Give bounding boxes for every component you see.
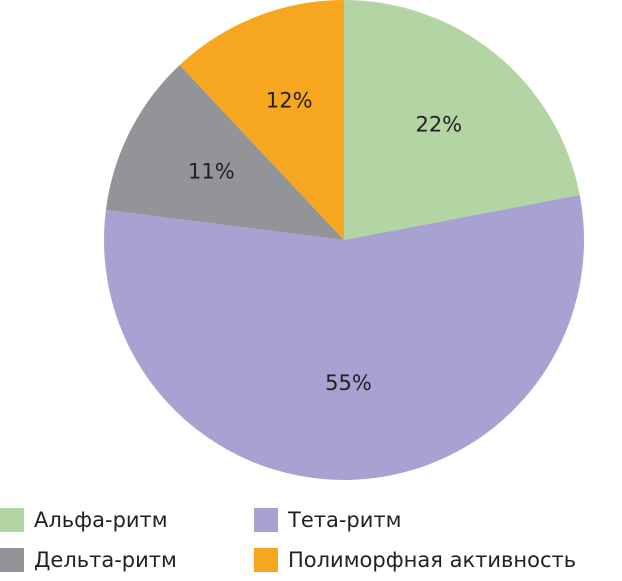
legend-item-theta: Тета-ритм [254, 505, 401, 535]
legend-swatch-polymorphic [254, 548, 278, 572]
pie-slice-alpha [344, 0, 580, 240]
pie-slices [103, 0, 584, 480]
legend-swatch-delta [0, 548, 24, 572]
legend-item-alpha: Альфа-ритм [0, 505, 168, 535]
pie-label-delta: 11% [188, 159, 235, 183]
legend: Альфа-ритм Тета-ритм Дельта-ритм Полимор… [0, 505, 622, 581]
legend-swatch-alpha [0, 508, 24, 532]
legend-item-polymorphic: Полиморфная активность [254, 545, 576, 575]
legend-swatch-theta [254, 508, 278, 532]
legend-label-polymorphic: Полиморфная активность [288, 548, 577, 572]
pie-label-polymorphic: 12% [266, 89, 313, 113]
legend-label-delta: Дельта-ритм [34, 548, 177, 572]
legend-label-alpha: Альфа-ритм [34, 508, 168, 532]
pie-label-theta: 55% [325, 371, 372, 395]
pie-chart: 22% 55% 11% 12% [103, 0, 584, 480]
pie-slice-polymorphic [179, 0, 344, 240]
pie-slice-theta [103, 195, 584, 480]
legend-item-delta: Дельта-ритм [0, 545, 177, 575]
pie-label-alpha: 22% [415, 112, 462, 136]
pie-value-labels: 22% 55% 11% 12% [188, 89, 462, 395]
legend-label-theta: Тета-ритм [288, 508, 402, 532]
pie-slice-delta [105, 65, 344, 240]
